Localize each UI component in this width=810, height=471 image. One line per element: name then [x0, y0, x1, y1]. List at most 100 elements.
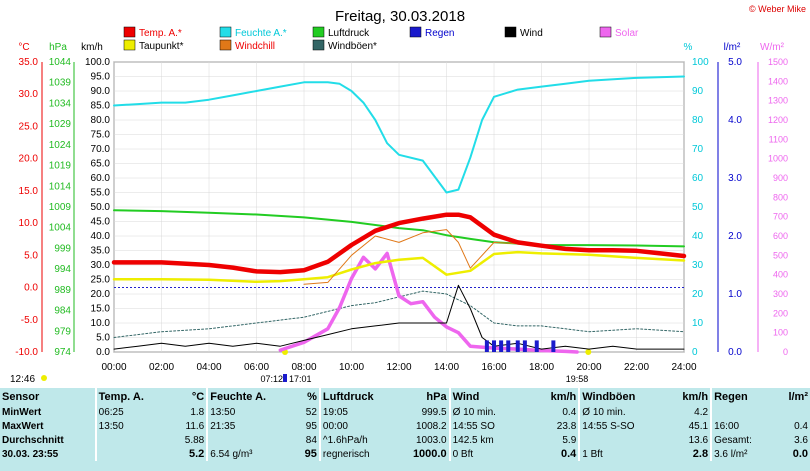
header-gusts: Windböen	[578, 388, 662, 405]
cell	[710, 405, 781, 419]
humidity-tick: 90	[692, 86, 704, 97]
solar-tick: 700	[773, 212, 788, 222]
x-tick: 18:00	[529, 362, 554, 373]
temp-tick: 0.0	[24, 283, 38, 294]
humidity-tick: 70	[692, 144, 704, 155]
cell	[206, 433, 285, 447]
solar-tick: 600	[773, 231, 788, 241]
pressure-tick: 1004	[49, 223, 72, 234]
legend: Temp. A.* Feuchte A.* Luftdruck Regen Wind So…	[123, 26, 639, 52]
humidity-tick: 10	[692, 318, 704, 329]
wind-tick: 80.0	[91, 115, 111, 126]
wind-tick: 90.0	[91, 86, 111, 97]
wind-tick: 100.0	[85, 57, 110, 68]
x-tick: 20:00	[576, 362, 601, 373]
cell: 45.1	[688, 420, 709, 432]
legend-swatch	[599, 26, 612, 38]
pressure-tick: 1009	[49, 202, 72, 213]
wind-tick: 85.0	[91, 101, 111, 112]
humidity-axis-unit: %	[684, 42, 693, 53]
solar-tick: 1100	[769, 134, 788, 144]
header-sensor: Sensor	[2, 390, 40, 403]
cell: 1000.0	[412, 448, 447, 460]
temp-tick: 5.0	[24, 250, 38, 261]
rain-tick: 4.0	[728, 115, 742, 126]
wind-tick: 10.0	[91, 318, 111, 329]
stats-row-avg: Durchschnitt 5.88 84 ^1.6hPa/h 1003.0 14…	[0, 433, 810, 447]
x-tick: 06:00	[244, 362, 269, 373]
solar-axis-unit: W/m²	[760, 42, 785, 53]
rain-tick: 2.0	[728, 231, 742, 242]
wind-tick: 0.0	[96, 347, 110, 358]
wind-tick: 20.0	[91, 289, 111, 300]
sunset-time: 19:58	[566, 374, 589, 384]
cell: 1008.2	[416, 420, 447, 432]
legend-swatch	[219, 39, 232, 51]
header-pressure-unit: hPa	[426, 390, 447, 403]
cell: 52	[305, 406, 317, 418]
solar-tick: 1000	[768, 154, 788, 164]
legend-swatch	[409, 26, 422, 38]
rain-tick: 0.0	[728, 347, 742, 358]
x-tick: 16:00	[481, 362, 506, 373]
humidity-tick: 20	[692, 289, 704, 300]
header-gusts-unit: km/h	[682, 390, 709, 403]
rain-bar	[551, 340, 556, 352]
humidity-tick: 80	[692, 115, 704, 126]
temp-tick: 30.0	[19, 89, 39, 100]
pressure-tick: 979	[54, 326, 71, 337]
temp-axis-unit: °C	[18, 42, 29, 53]
wind-tick: 45.0	[91, 217, 111, 228]
header-humidity: Feuchte A.	[206, 388, 285, 405]
cell: 5.2	[188, 448, 205, 460]
time-label: 17:01	[289, 374, 312, 384]
wind-tick: 55.0	[91, 188, 111, 199]
stats-panel: Sensor Temp. A. °C Feuchte A. % Luftdruc…	[0, 388, 810, 471]
cell: 3.6	[794, 434, 808, 446]
row-label: Durchschnitt	[2, 434, 64, 446]
row-label: MaxWert	[2, 420, 44, 432]
wind-tick: 40.0	[91, 231, 111, 242]
row-label: 30.03. 23:55	[2, 448, 59, 460]
cell: 19:05	[318, 405, 392, 419]
cell: 13:50	[94, 419, 160, 433]
legend-label: Temp. A.*	[139, 28, 182, 39]
rain-bar	[484, 340, 489, 352]
cell: 6.54 g/m³	[206, 447, 285, 461]
cell: 4.2	[694, 406, 709, 418]
solar-tick: 1200	[768, 115, 788, 125]
rain-tick: 5.0	[728, 57, 742, 68]
rain-bar	[534, 340, 539, 352]
cell: 11.6	[185, 420, 205, 432]
sunrise-marker	[283, 374, 287, 382]
solar-tick: 100	[773, 328, 788, 338]
legend-label: Windböen*	[328, 41, 377, 52]
cell: 3.6 l/m²	[710, 447, 781, 461]
cell: 0 Bft	[448, 447, 532, 461]
legend-swatch	[123, 26, 136, 38]
temp-tick: 10.0	[19, 218, 39, 229]
cell: 1.8	[190, 406, 205, 418]
legend-swatch	[123, 39, 136, 51]
cell: 14:55 SO	[448, 419, 532, 433]
sunrise-time: 07:12	[260, 374, 283, 384]
moon-icon	[41, 375, 47, 381]
pressure-tick: 1024	[49, 140, 72, 151]
pressure-tick: 1014	[49, 181, 72, 192]
row-label: MinWert	[2, 406, 42, 418]
header-temp: Temp. A.	[94, 388, 160, 405]
header-pressure: Luftdruck	[318, 388, 392, 405]
wind-tick: 35.0	[91, 246, 111, 257]
cell: 00:00	[318, 419, 392, 433]
wind-axis-unit: km/h	[81, 42, 103, 53]
solar-tick: 500	[773, 250, 788, 260]
cell: 2.8	[692, 448, 709, 460]
temp-tick: 15.0	[19, 186, 39, 197]
x-tick: 00:00	[101, 362, 126, 373]
legend-label: Feuchte A.*	[235, 28, 287, 39]
cell: Gesamt:	[710, 433, 781, 447]
temp-tick: -10.0	[15, 347, 38, 358]
wind-tick: 30.0	[91, 260, 111, 271]
x-tick: 14:00	[434, 362, 459, 373]
cell: 999.5	[421, 406, 447, 418]
